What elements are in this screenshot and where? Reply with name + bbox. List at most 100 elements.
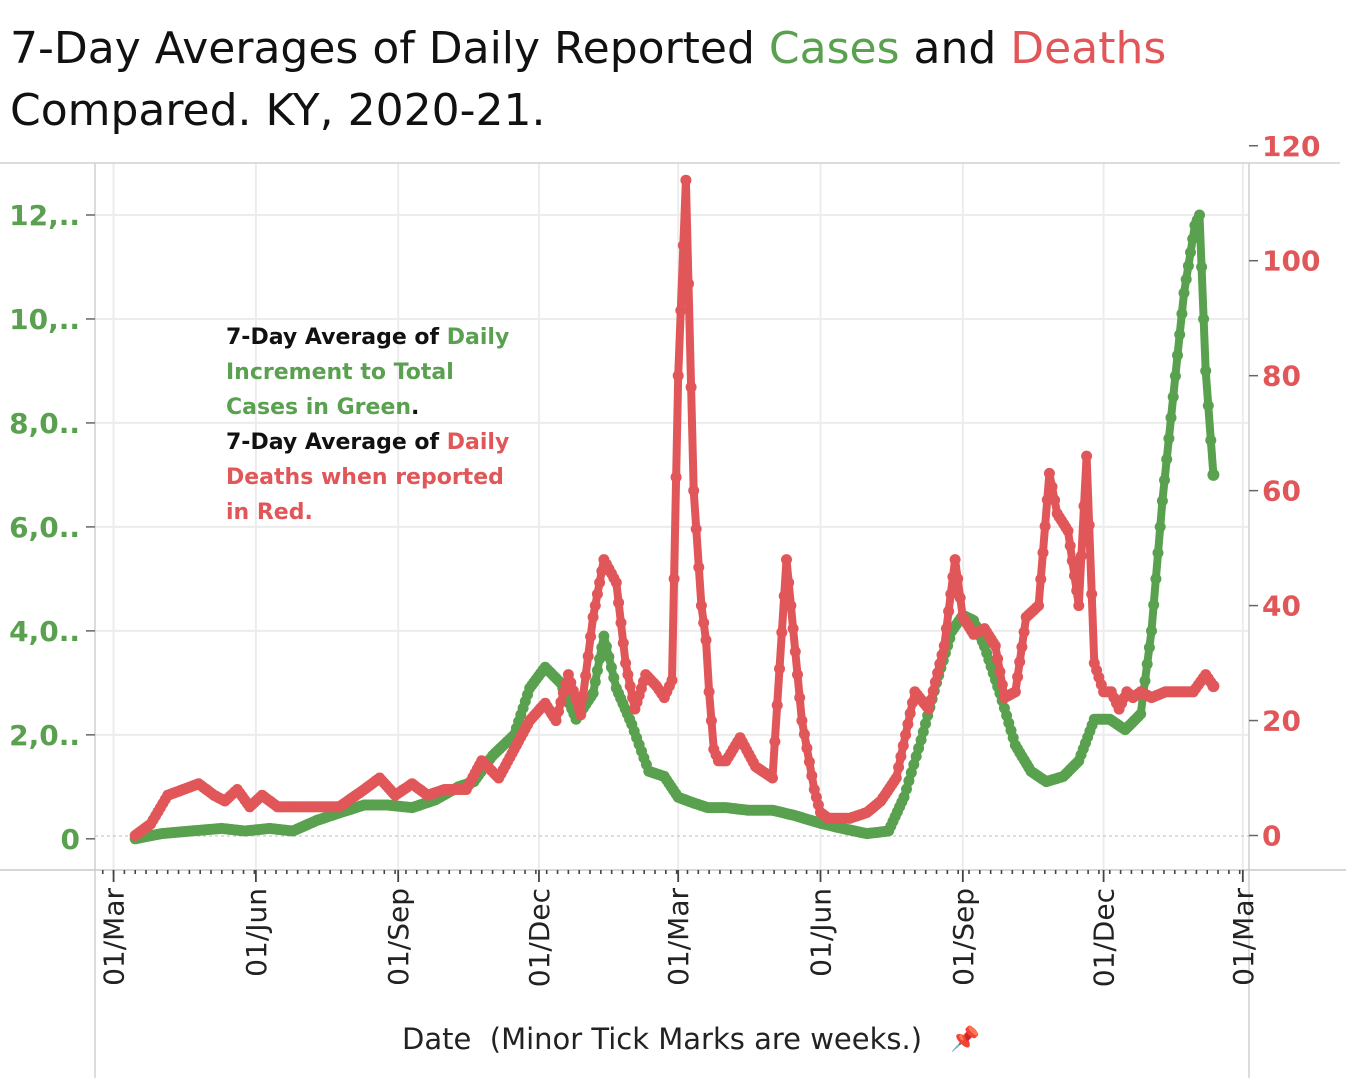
data-point-cases bbox=[1165, 412, 1177, 424]
data-point-cases bbox=[1194, 209, 1205, 221]
data-point-deaths bbox=[680, 174, 692, 186]
data-point-deaths bbox=[1086, 588, 1098, 600]
data-point-deaths bbox=[693, 561, 705, 573]
data-point-deaths bbox=[796, 715, 808, 727]
data-point-deaths bbox=[904, 707, 916, 719]
left-tick-label: 4,0.. bbox=[9, 615, 80, 648]
pin-icon[interactable]: 📌 bbox=[950, 1025, 980, 1053]
data-point-cases bbox=[1202, 400, 1214, 412]
data-point-deaths bbox=[1037, 547, 1049, 559]
x-tick-label: 01/Mar bbox=[98, 888, 131, 986]
data-point-deaths bbox=[890, 772, 902, 784]
data-point-deaths bbox=[587, 611, 599, 623]
data-point-cases bbox=[1156, 495, 1168, 507]
right-tick-label: 100 bbox=[1262, 245, 1320, 278]
data-point-cases bbox=[1150, 573, 1162, 585]
data-point-deaths bbox=[1081, 450, 1093, 462]
left-tick-label: 6,0.. bbox=[9, 511, 80, 544]
data-point-deaths bbox=[555, 696, 567, 708]
data-point-deaths bbox=[1075, 550, 1087, 562]
data-point-deaths bbox=[705, 715, 717, 727]
data-point-deaths bbox=[1083, 519, 1095, 531]
data-point-cases bbox=[594, 653, 606, 665]
data-point-deaths bbox=[923, 703, 935, 715]
x-tick-label: 01/Sep bbox=[382, 888, 415, 986]
data-point-deaths bbox=[703, 686, 715, 698]
data-point-deaths bbox=[557, 687, 569, 699]
x-tick-label: 01/Mar bbox=[1227, 888, 1260, 986]
data-point-cases bbox=[1148, 599, 1160, 611]
data-point-deaths bbox=[934, 658, 946, 670]
data-point-deaths bbox=[925, 694, 937, 706]
data-point-deaths bbox=[783, 577, 795, 589]
x-tick-label: 01/Sep bbox=[947, 888, 980, 986]
series-deaths bbox=[129, 174, 1220, 841]
left-tick-label: 10,.. bbox=[9, 303, 80, 336]
data-point-deaths bbox=[1062, 525, 1074, 537]
data-point-cases bbox=[1143, 642, 1155, 653]
data-point-cases bbox=[1178, 287, 1190, 299]
data-point-deaths bbox=[622, 669, 634, 681]
data-point-deaths bbox=[794, 692, 806, 704]
data-point-deaths bbox=[943, 605, 955, 617]
data-point-cases bbox=[1180, 273, 1192, 285]
data-point-cases bbox=[1146, 625, 1157, 637]
data-point-deaths bbox=[1073, 600, 1085, 612]
data-point-deaths bbox=[666, 674, 678, 686]
data-point-deaths bbox=[553, 705, 564, 717]
right-tick-label: 60 bbox=[1262, 475, 1301, 508]
data-point-cases bbox=[1154, 521, 1166, 533]
data-point-deaths bbox=[1039, 520, 1051, 532]
data-point-deaths bbox=[677, 239, 689, 251]
data-point-cases bbox=[605, 661, 617, 673]
data-point-deaths bbox=[927, 685, 939, 697]
data-point-deaths bbox=[771, 699, 783, 711]
data-point-cases bbox=[1207, 468, 1220, 481]
left-tick-label: 12,.. bbox=[9, 199, 80, 232]
data-point-deaths bbox=[787, 623, 799, 635]
data-point-deaths bbox=[675, 305, 687, 316]
data-point-deaths bbox=[1064, 540, 1076, 552]
annotation-cases-text: Daily Increment to Total Cases in Green bbox=[226, 325, 510, 420]
data-point-deaths bbox=[938, 640, 950, 652]
data-point-cases bbox=[1135, 708, 1147, 720]
data-point-deaths bbox=[929, 676, 941, 688]
data-point-deaths bbox=[992, 653, 1004, 665]
data-point-deaths bbox=[996, 679, 1008, 691]
data-point-cases bbox=[1174, 329, 1186, 341]
data-point-deaths bbox=[954, 592, 966, 604]
data-point-cases bbox=[589, 676, 601, 688]
data-point-deaths bbox=[695, 600, 707, 612]
data-point-deaths bbox=[774, 663, 785, 675]
data-point-cases bbox=[600, 641, 612, 652]
data-point-cases bbox=[1182, 260, 1194, 272]
data-point-cases bbox=[1205, 434, 1217, 446]
data-point-deaths bbox=[617, 637, 629, 649]
data-point-deaths bbox=[1035, 573, 1047, 585]
title-part1: 7-Day Averages of Daily Reported bbox=[10, 23, 769, 74]
data-point-cases bbox=[1159, 474, 1170, 486]
data-point-deaths bbox=[801, 742, 813, 754]
data-point-deaths bbox=[806, 770, 818, 782]
data-point-deaths bbox=[897, 740, 909, 752]
data-point-deaths bbox=[902, 718, 914, 730]
data-point-deaths bbox=[589, 600, 601, 612]
data-point-cases bbox=[1139, 675, 1151, 687]
data-point-cases bbox=[1167, 391, 1179, 403]
x-tick-label: 01/Dec bbox=[1088, 888, 1121, 987]
annotation-deaths-text: Daily Deaths when reported in Red. bbox=[226, 430, 510, 525]
data-point-deaths bbox=[803, 756, 815, 768]
data-point-deaths bbox=[577, 689, 589, 701]
right-axis: 0 20 40 60 80 100 120 bbox=[1249, 130, 1320, 853]
data-point-cases bbox=[1198, 313, 1210, 325]
data-point-deaths bbox=[610, 577, 622, 589]
x-axis-title: Date (Minor Tick Marks are weeks.) bbox=[402, 1022, 923, 1056]
title-line2: Compared. KY, 2020-21. bbox=[10, 85, 546, 136]
data-point-deaths bbox=[778, 590, 790, 602]
data-point-deaths bbox=[624, 680, 636, 692]
data-point-cases bbox=[1172, 349, 1183, 361]
data-point-cases bbox=[1176, 308, 1188, 320]
data-point-deaths bbox=[1033, 600, 1045, 612]
data-point-deaths bbox=[613, 597, 625, 609]
